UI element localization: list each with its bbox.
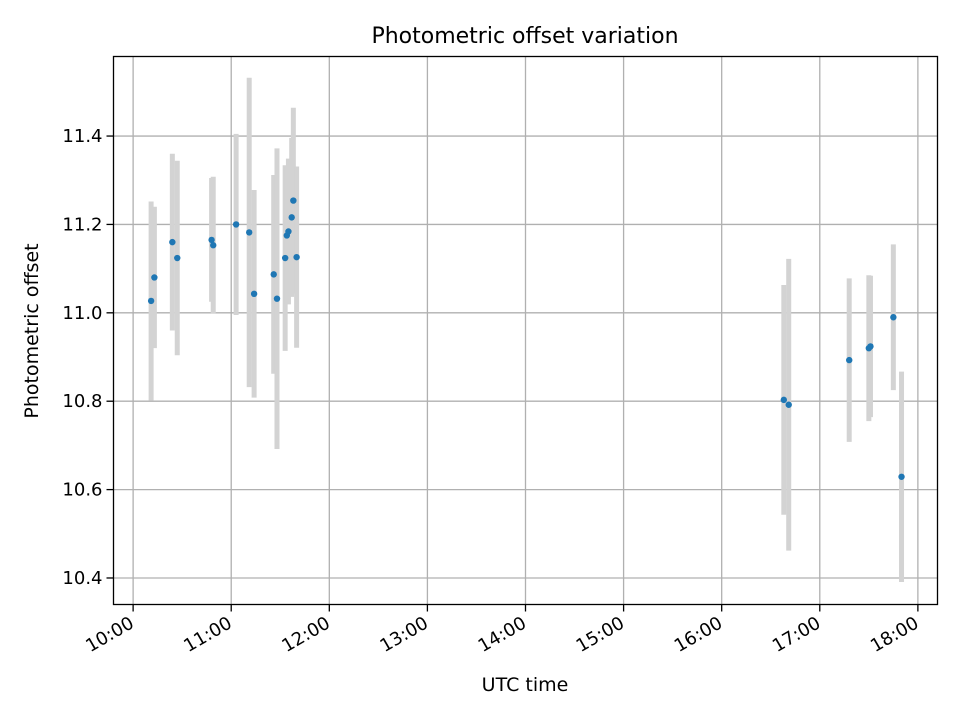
data-point bbox=[147, 297, 155, 305]
x-tick-label: 10:00 bbox=[82, 613, 137, 657]
x-tick-label: 17:00 bbox=[769, 613, 824, 657]
data-point bbox=[898, 473, 905, 480]
data-point bbox=[290, 197, 297, 204]
error-bars bbox=[148, 77, 905, 582]
data-point bbox=[208, 236, 215, 244]
y-tick-label: 10.8 bbox=[62, 391, 102, 412]
data-point bbox=[846, 356, 853, 364]
x-tick-label: 13:00 bbox=[376, 613, 431, 657]
data-point bbox=[210, 242, 217, 249]
data-point bbox=[169, 238, 176, 246]
x-axis-ticks: 10:00 11:00 12:00 13:00 14:00 15:00 16:00 17:00… bbox=[82, 604, 922, 657]
data-point bbox=[780, 396, 788, 404]
data-point bbox=[293, 253, 300, 261]
chart-title: Photometric offset variation bbox=[371, 24, 678, 49]
data-point bbox=[281, 254, 289, 262]
x-tick-label: 15:00 bbox=[573, 613, 628, 657]
data-points bbox=[147, 197, 905, 480]
y-tick-label: 10.6 bbox=[62, 480, 102, 501]
x-tick-label: 18:00 bbox=[867, 613, 922, 657]
x-tick-label: 16:00 bbox=[671, 613, 726, 657]
data-point bbox=[867, 343, 874, 350]
data-point bbox=[285, 228, 292, 235]
x-tick-label: 14:00 bbox=[475, 613, 530, 657]
data-point bbox=[232, 221, 240, 228]
data-point bbox=[245, 229, 253, 236]
data-point bbox=[890, 314, 897, 321]
data-point bbox=[151, 274, 158, 281]
data-point bbox=[174, 254, 181, 262]
y-tick-label: 11.2 bbox=[62, 214, 102, 235]
y-tick-label: 11.0 bbox=[62, 303, 102, 324]
y-tick-label: 10.4 bbox=[62, 568, 102, 589]
data-point bbox=[250, 290, 258, 298]
grid bbox=[113, 56, 938, 605]
data-point bbox=[785, 401, 792, 408]
y-axis-label: Photometric offset bbox=[21, 243, 43, 418]
y-tick-label: 11.4 bbox=[62, 126, 102, 147]
data-point bbox=[288, 214, 295, 221]
data-point bbox=[270, 271, 277, 278]
x-tick-label: 12:00 bbox=[278, 613, 333, 657]
x-tick-label: 11:00 bbox=[180, 613, 235, 657]
x-axis-label: UTC time bbox=[482, 674, 569, 696]
y-axis-ticks: 10.4 10.6 10.8 11.0 11.2 11.4 bbox=[62, 126, 114, 589]
data-point bbox=[273, 295, 281, 302]
